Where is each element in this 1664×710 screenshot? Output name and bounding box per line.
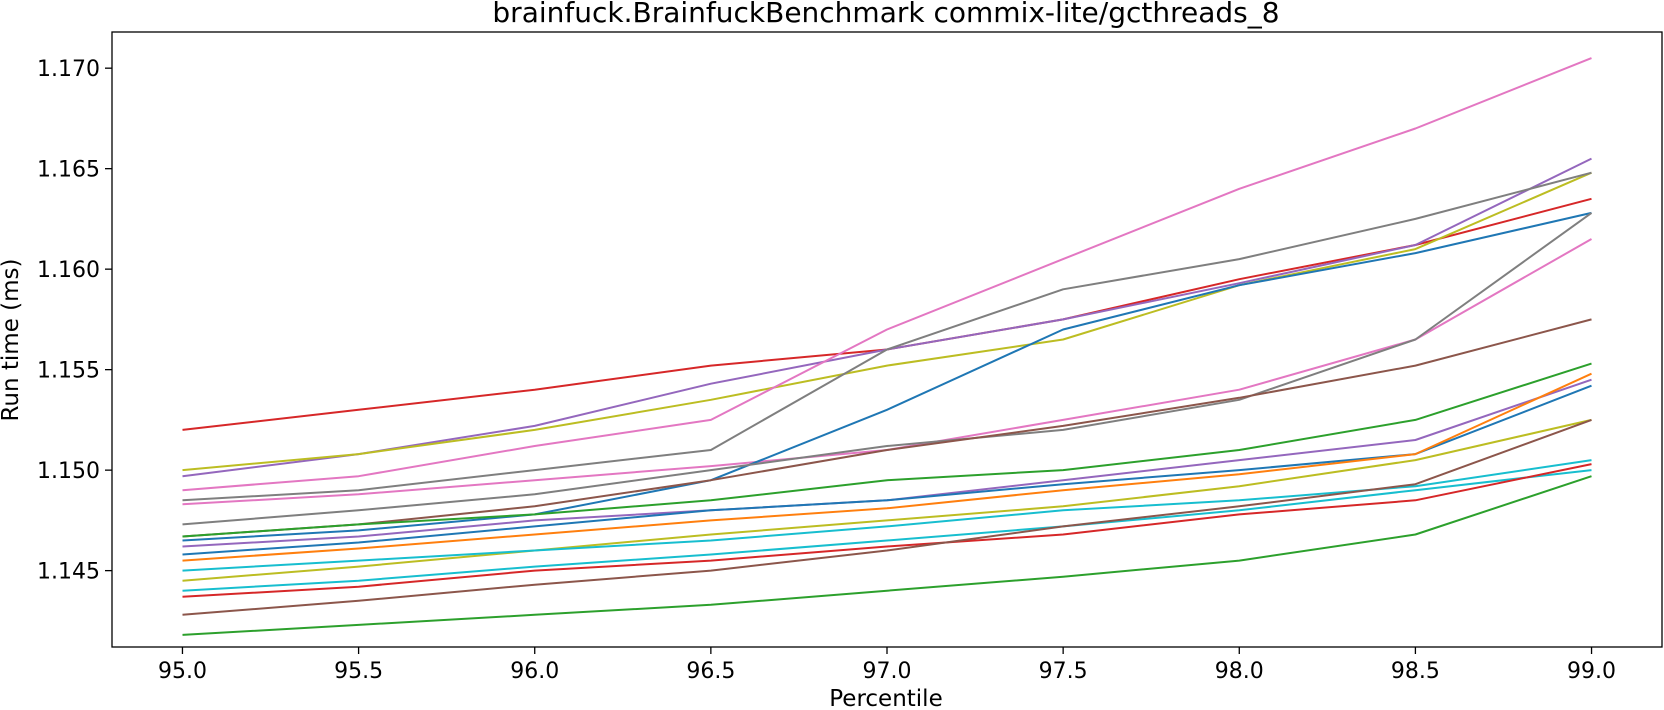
x-tick-label: 98.5 [1391, 659, 1440, 684]
series-line-12 [182, 384, 1592, 556]
series-line-8 [182, 212, 1593, 526]
x-axis-label: Percentile [829, 686, 942, 710]
series-line-7 [182, 211, 1592, 542]
series-line-5 [182, 171, 1592, 502]
y-tick-label: 1.155 [37, 359, 100, 384]
x-axis: 95.0 95.5 96.0 96.5 97.0 97.5 98.0 98.5 99.0 [158, 647, 1616, 684]
series-line-13 [182, 372, 1592, 562]
chart-title: brainfuck.BrainfuckBenchmark commix-lite… [492, 0, 1279, 29]
series-layer [182, 57, 1593, 636]
x-tick-label: 98.0 [1215, 659, 1264, 684]
series-line-16 [182, 469, 1592, 592]
series-line-14 [182, 418, 1592, 582]
series-line-10 [182, 362, 1592, 538]
series-line-17 [182, 463, 1592, 598]
series-line-19 [182, 475, 1592, 636]
x-tick-label: 97.5 [1039, 659, 1088, 684]
y-tick-label: 1.150 [37, 459, 100, 484]
series-line-4 [182, 57, 1592, 492]
series-line-1 [182, 197, 1592, 431]
x-tick-label: 97.0 [863, 659, 912, 684]
y-tick-label: 1.165 [37, 158, 100, 183]
y-axis-label: Run time (ms) [0, 258, 24, 421]
series-line-2 [182, 157, 1592, 478]
y-axis: 1.145 1.150 1.155 1.160 1.165 1.170 [37, 57, 112, 585]
series-line-18 [182, 418, 1592, 616]
x-tick-label: 96.5 [686, 659, 735, 684]
series-line-15 [182, 459, 1592, 572]
x-tick-label: 99.0 [1567, 659, 1616, 684]
x-tick-label: 95.0 [158, 659, 207, 684]
series-line-9 [182, 318, 1592, 538]
x-tick-label: 96.0 [510, 659, 559, 684]
x-tick-label: 95.5 [334, 659, 383, 684]
series-line-3 [182, 171, 1592, 472]
y-tick-label: 1.145 [37, 560, 100, 585]
y-tick-label: 1.170 [37, 57, 100, 82]
y-tick-label: 1.160 [37, 258, 100, 283]
plot-frame [111, 31, 1663, 648]
